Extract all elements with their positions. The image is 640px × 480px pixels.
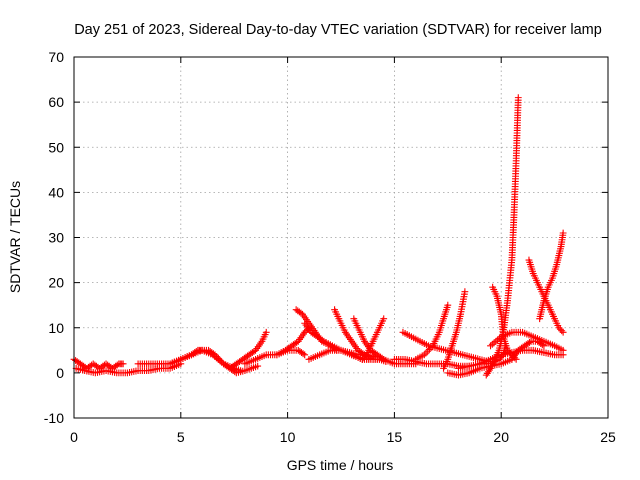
data-point: [556, 325, 564, 333]
data-point: [538, 341, 546, 349]
axis-ticks: [73, 56, 609, 419]
data-point: [540, 342, 548, 350]
y-tick-label: 70: [48, 49, 64, 65]
data-point: [231, 368, 239, 376]
data-point: [119, 360, 127, 368]
series-track-5: [226, 328, 270, 372]
data-point: [490, 339, 498, 347]
data-point: [559, 328, 567, 336]
y-tick-label: 20: [48, 275, 64, 291]
x-tick-label: 25: [600, 429, 616, 445]
x-tick-label: 20: [493, 429, 509, 445]
data-point: [555, 324, 563, 332]
x-axis-label: GPS time / hours: [287, 457, 394, 473]
y-tick-label: 40: [48, 184, 64, 200]
data-point: [192, 348, 200, 355]
data-point: [559, 229, 567, 237]
data-point: [487, 342, 494, 350]
data-point: [301, 328, 309, 336]
series-track-6: [241, 346, 309, 368]
data-point: [301, 351, 309, 359]
data-point: [514, 94, 522, 102]
data-point: [113, 361, 121, 369]
series-track-2: [72, 360, 185, 377]
series-track-18: [440, 288, 469, 372]
x-tick-label: 0: [70, 429, 78, 445]
data-point: [262, 328, 270, 336]
data-point: [250, 348, 258, 355]
data-point: [558, 327, 566, 335]
data-point: [318, 336, 326, 344]
data-point: [293, 339, 301, 346]
data-point: [299, 350, 307, 358]
data-point: [254, 362, 262, 370]
data-point: [380, 315, 388, 323]
data-point: [444, 301, 452, 309]
series-track-26: [525, 256, 567, 336]
series-track-22: [489, 283, 520, 363]
x-tick-label: 10: [280, 429, 296, 445]
data-point: [424, 347, 432, 355]
y-tick-labels: -10 0 10 20 30 40 50 60 70: [44, 49, 64, 426]
data-point: [422, 349, 430, 357]
data-point: [486, 366, 493, 374]
series-track-27: [536, 229, 567, 323]
y-axis-label: SDTVAR / TECUs: [7, 181, 23, 293]
series-track-7: [273, 324, 313, 359]
data-point: [559, 346, 567, 354]
y-tick-label: 30: [48, 230, 64, 246]
data-point: [461, 288, 469, 296]
data-marks: [70, 94, 567, 379]
series-track-17: [412, 301, 452, 363]
x-tick-label: 15: [387, 429, 403, 445]
x-tick-labels: 0 5 10 15 20 25: [70, 429, 616, 445]
data-point: [494, 336, 502, 344]
data-point: [526, 339, 533, 346]
data-point: [488, 340, 496, 348]
chart-title: Day 251 of 2023, Sidereal Day-to-day VTE…: [74, 22, 602, 38]
series-track-25: [508, 337, 548, 363]
y-tick-label: 60: [48, 94, 64, 110]
y-tick-label: 10: [48, 320, 64, 336]
y-tick-label: 50: [48, 139, 64, 155]
y-tick-label: 0: [56, 365, 64, 381]
data-point: [360, 354, 368, 362]
data-point: [361, 352, 369, 360]
data-point: [209, 350, 217, 358]
data-point: [297, 309, 305, 317]
y-tick-label: -10: [44, 410, 64, 426]
x-tick-label: 5: [177, 429, 185, 445]
series-track-19: [444, 355, 516, 379]
